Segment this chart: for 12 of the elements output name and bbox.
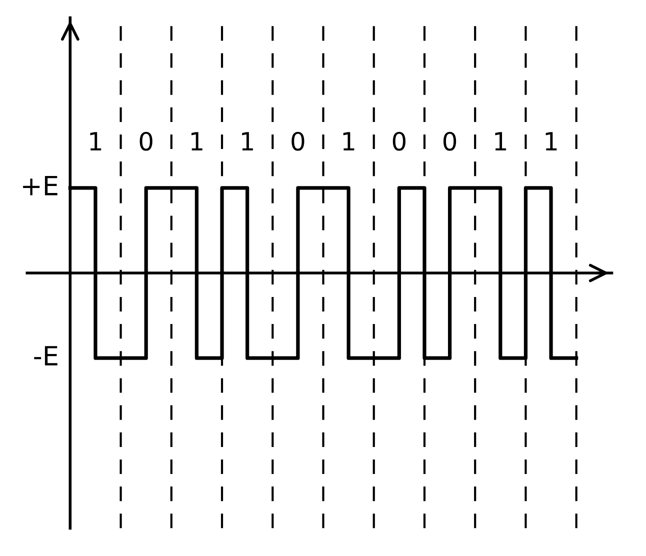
x-tick-label: 0 xyxy=(392,132,406,151)
x-tick-label: 1 xyxy=(242,132,253,150)
x-tick-label: 1 xyxy=(343,132,354,150)
x-tick-label: 1 xyxy=(191,132,202,150)
x-tick-label: 0 xyxy=(292,132,304,151)
x-tick-label: 1 xyxy=(546,132,557,150)
x-tick-label: 0 xyxy=(443,132,456,151)
x-tick-label: 0 xyxy=(140,132,152,151)
x-tick-label: 1 xyxy=(90,132,102,150)
x-tick-label: 1 xyxy=(495,132,506,150)
text: +E xyxy=(23,176,58,196)
text: -E xyxy=(34,346,58,366)
